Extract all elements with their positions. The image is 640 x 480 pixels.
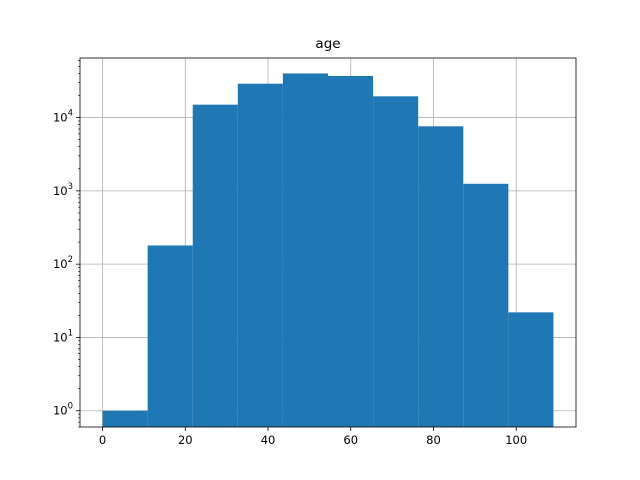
axes bbox=[79, 57, 577, 428]
x-tick-label: 80 bbox=[426, 433, 441, 447]
histogram-bar bbox=[463, 183, 509, 427]
y-tick-label: 101 bbox=[53, 328, 73, 344]
x-axis-ticks: 0 20 40 60 80 100 bbox=[99, 427, 527, 447]
y-tick-label: 100 bbox=[53, 402, 73, 418]
x-tick-label: 40 bbox=[261, 433, 276, 447]
plot-frame bbox=[79, 57, 577, 428]
histogram-bar bbox=[508, 312, 554, 427]
histogram-bar bbox=[328, 75, 374, 427]
y-tick-label: 102 bbox=[53, 255, 73, 271]
x-tick-label: 60 bbox=[343, 433, 358, 447]
histogram-bar bbox=[102, 410, 148, 427]
y-tick-label: 104 bbox=[53, 109, 73, 125]
x-tick-label: 0 bbox=[99, 433, 106, 447]
y-tick-label: 103 bbox=[53, 182, 73, 198]
x-tick-label: 100 bbox=[505, 433, 527, 447]
y-axis-ticks: 100 101 102 103 104 bbox=[53, 60, 80, 428]
x-tick-label: 20 bbox=[178, 433, 193, 447]
histogram-bar bbox=[147, 245, 193, 427]
histogram-bar bbox=[237, 83, 283, 428]
chart-title: age bbox=[315, 36, 340, 52]
histogram-bar bbox=[282, 73, 328, 427]
histogram-bars bbox=[102, 73, 554, 428]
histogram-bar bbox=[192, 104, 238, 428]
histogram-bar bbox=[373, 96, 419, 427]
histogram-bar bbox=[418, 126, 464, 427]
